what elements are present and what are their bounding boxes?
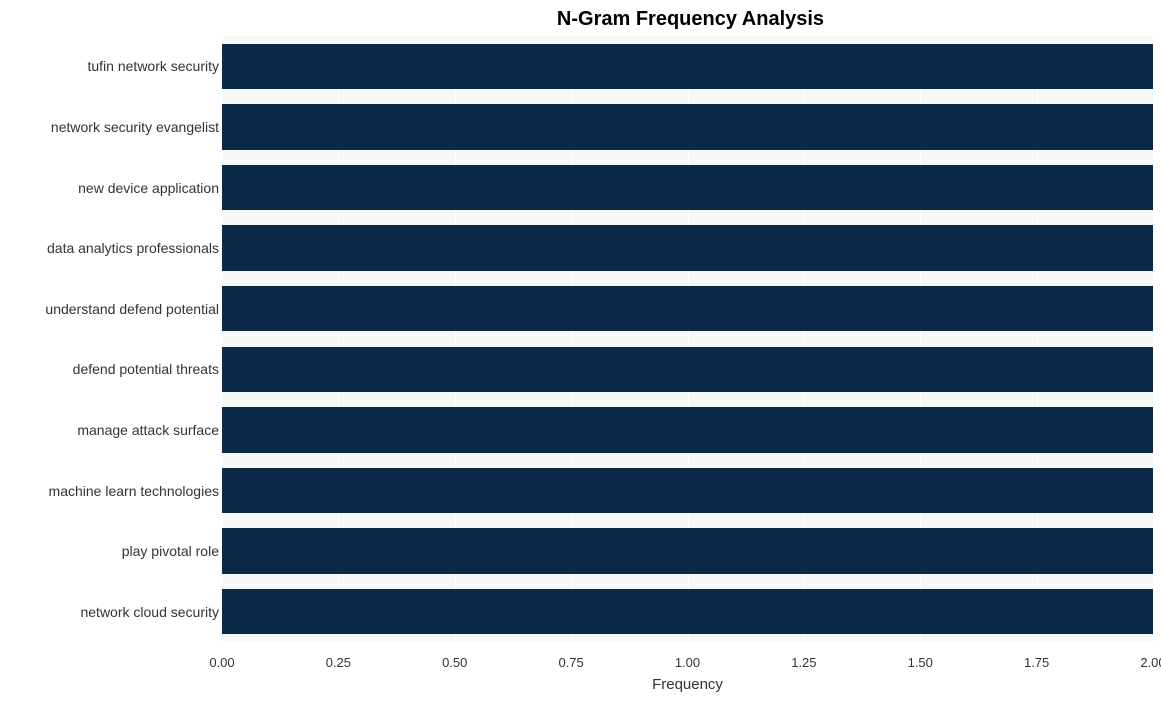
bar-row bbox=[222, 44, 1153, 89]
bar-row bbox=[222, 165, 1153, 210]
bar bbox=[222, 104, 1153, 149]
y-tick-label: manage attack surface bbox=[77, 422, 219, 438]
x-axis-label: Frequency bbox=[222, 676, 1153, 693]
bar bbox=[222, 347, 1153, 392]
x-tick-label: 1.25 bbox=[791, 655, 816, 670]
bar bbox=[222, 468, 1153, 513]
x-tick-label: 0.25 bbox=[326, 655, 351, 670]
bar-row bbox=[222, 468, 1153, 513]
bar-row bbox=[222, 225, 1153, 270]
x-tick-label: 1.00 bbox=[675, 655, 700, 670]
x-tick-label: 1.50 bbox=[908, 655, 933, 670]
x-tick-label: 1.75 bbox=[1024, 655, 1049, 670]
y-tick-label: play pivotal role bbox=[122, 543, 219, 559]
bar-row bbox=[222, 407, 1153, 452]
bar bbox=[222, 286, 1153, 331]
plot-area bbox=[222, 36, 1153, 642]
y-tick-label: defend potential threats bbox=[73, 361, 219, 377]
y-tick-label: network security evangelist bbox=[51, 119, 219, 135]
y-tick-label: understand defend potential bbox=[45, 301, 219, 317]
bar-row bbox=[222, 286, 1153, 331]
y-tick-label: data analytics professionals bbox=[47, 240, 219, 256]
y-tick-label: tufin network security bbox=[88, 58, 220, 74]
bar-row bbox=[222, 528, 1153, 573]
y-tick-label: machine learn technologies bbox=[49, 483, 219, 499]
bar-row bbox=[222, 104, 1153, 149]
chart-title: N-Gram Frequency Analysis bbox=[0, 8, 1161, 31]
x-tick-label: 0.50 bbox=[442, 655, 467, 670]
bar-row bbox=[222, 347, 1153, 392]
bar bbox=[222, 44, 1153, 89]
x-tick-label: 2.00 bbox=[1140, 655, 1161, 670]
bar bbox=[222, 589, 1153, 634]
x-tick-label: 0.00 bbox=[209, 655, 234, 670]
y-tick-label: new device application bbox=[78, 180, 219, 196]
y-tick-label: network cloud security bbox=[80, 604, 219, 620]
bar bbox=[222, 225, 1153, 270]
bar-row bbox=[222, 589, 1153, 634]
bar bbox=[222, 407, 1153, 452]
ngram-frequency-chart: N-Gram Frequency Analysis tufin network … bbox=[0, 0, 1161, 701]
x-tick-label: 0.75 bbox=[558, 655, 583, 670]
bar bbox=[222, 165, 1153, 210]
bar bbox=[222, 528, 1153, 573]
